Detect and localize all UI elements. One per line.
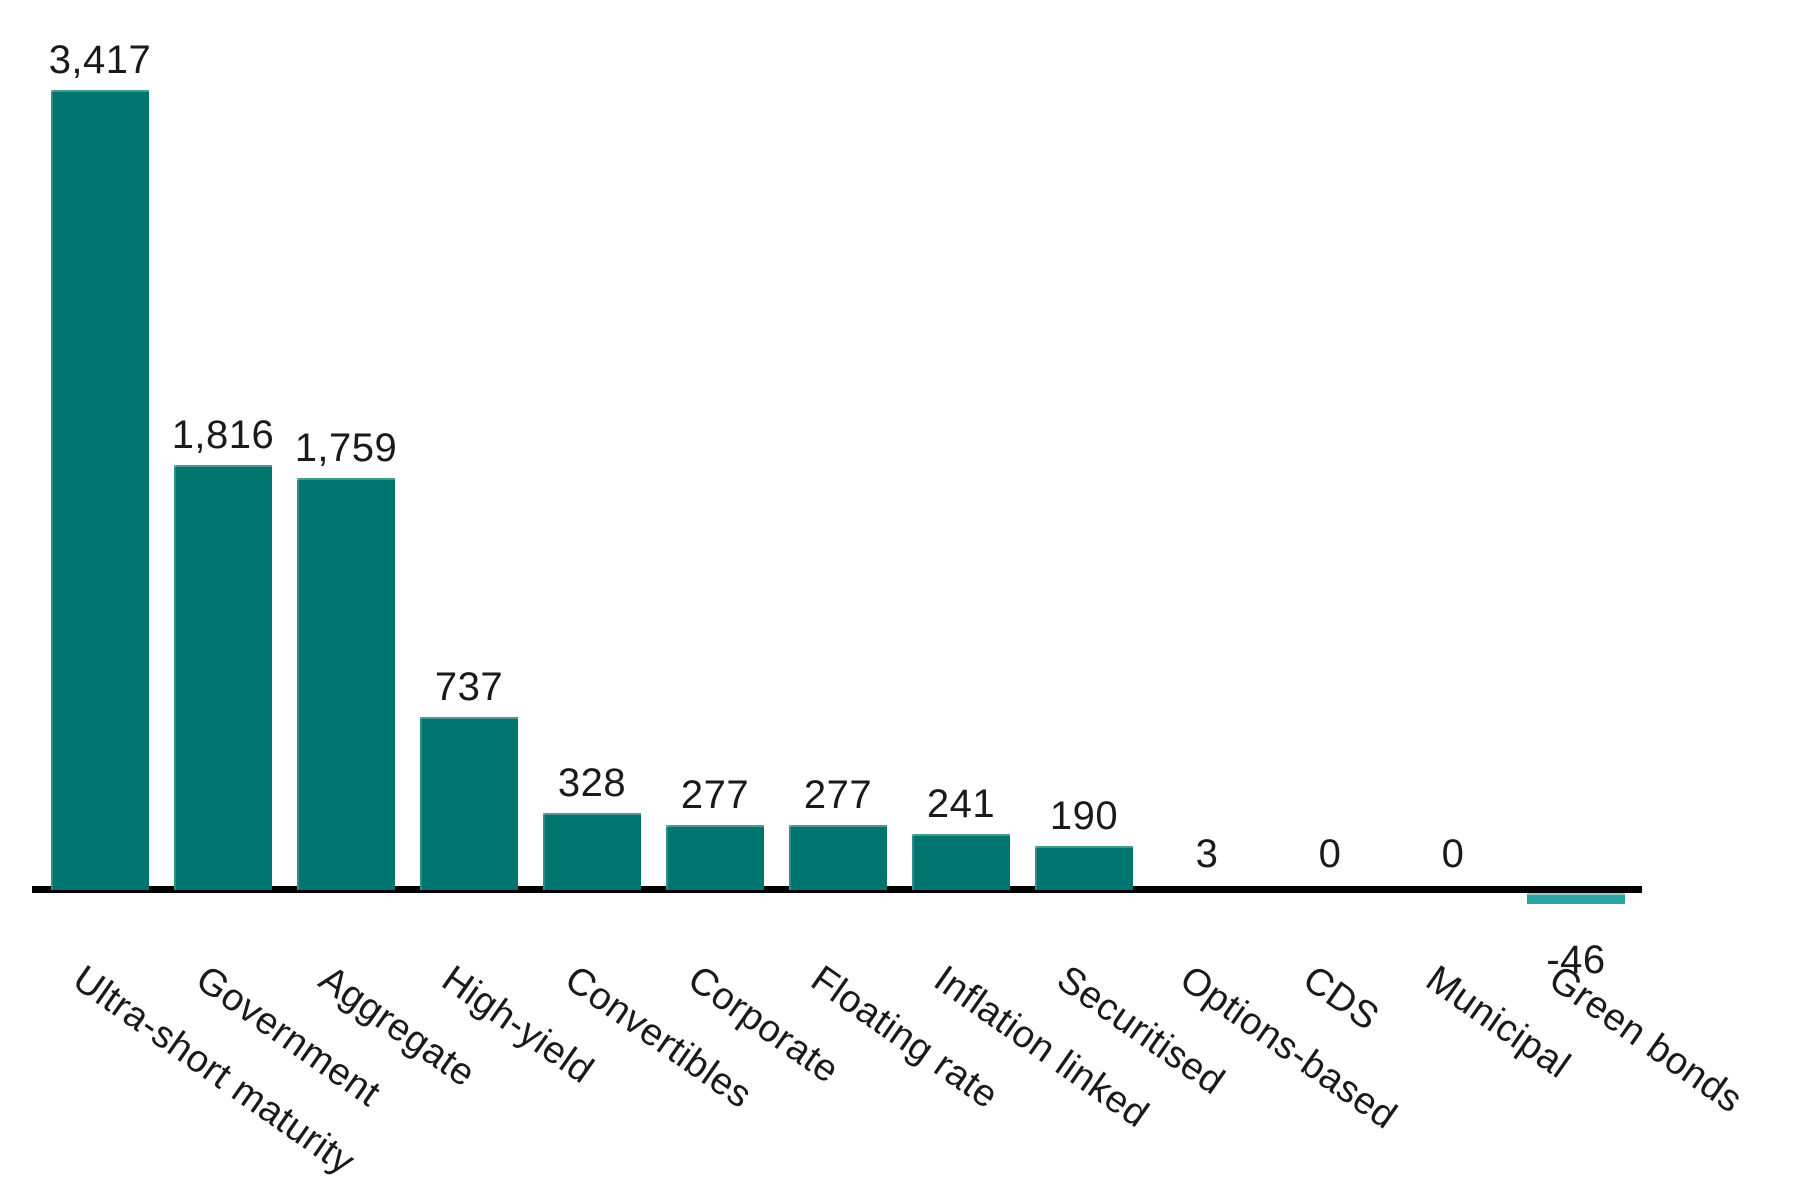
bar-ultra-short-maturity (51, 90, 149, 890)
category-label-options-based: Options-based (1172, 957, 1405, 1138)
value-label-securitised: 190 (1049, 794, 1119, 838)
bar-corporate (666, 825, 764, 890)
bar-high-yield (420, 717, 518, 890)
value-label-municipal: 0 (1441, 832, 1465, 876)
bar-aggregate (297, 478, 395, 890)
value-label-options-based: 3 (1195, 832, 1219, 876)
value-label-inflation-linked: 241 (926, 782, 996, 826)
category-label-cds: CDS (1295, 957, 1387, 1040)
value-label-floating-rate: 277 (803, 773, 873, 817)
category-label-inflation-linked: Inflation linked (926, 957, 1156, 1137)
value-label-government: 1,816 (171, 413, 275, 457)
value-label-corporate: 277 (680, 773, 750, 817)
value-label-aggregate: 1,759 (294, 426, 398, 470)
value-label-ultra-short-maturity: 3,417 (48, 38, 152, 82)
bar-floating-rate (789, 825, 887, 890)
bar-government (174, 465, 272, 890)
bar-inflation-linked (912, 834, 1010, 890)
bar-convertibles (543, 813, 641, 890)
value-label-green-bonds: -46 (1546, 938, 1606, 982)
bar-securitised (1035, 846, 1133, 890)
bar-green-bonds (1527, 893, 1625, 904)
value-label-high-yield: 737 (434, 665, 504, 709)
value-label-convertibles: 328 (557, 761, 627, 805)
value-label-cds: 0 (1318, 832, 1342, 876)
